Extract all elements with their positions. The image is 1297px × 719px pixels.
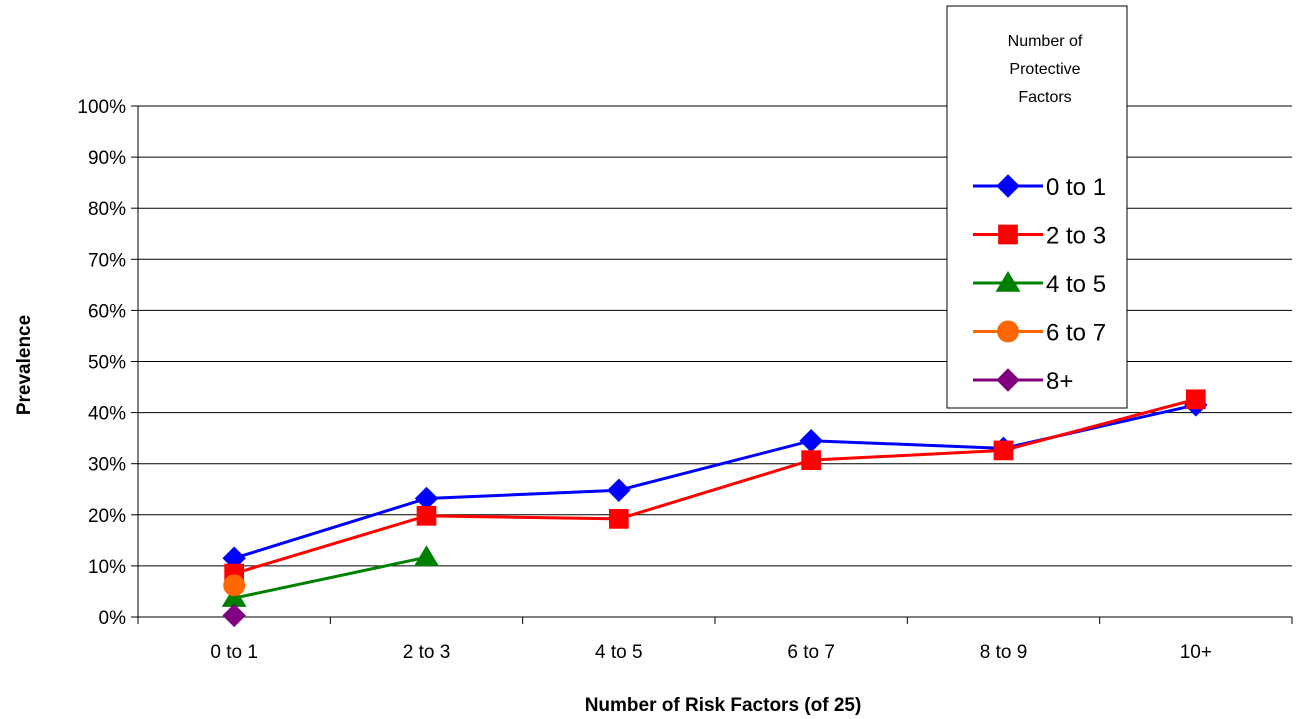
y-tick-label: 90% (88, 148, 126, 169)
legend-swatch-marker (997, 320, 1019, 343)
series-4-to-5 (221, 545, 439, 607)
x-tick-label: 4 to 5 (595, 642, 643, 663)
series-6-to-7 (223, 574, 246, 597)
data-point (416, 505, 437, 526)
data-point (607, 478, 631, 502)
y-axis-title: Prevalence (14, 315, 35, 415)
data-point (223, 574, 246, 597)
y-tick-label: 40% (88, 404, 126, 425)
legend: Number of Protective Factors 0 to 1 2 to 3 4 … (946, 5, 1128, 409)
legend-label: 4 to 5 (1046, 271, 1106, 298)
legend-swatch-marker (995, 271, 1021, 292)
data-point (1185, 389, 1206, 410)
x-tick-label: 8 to 9 (980, 642, 1028, 663)
x-tick-label: 2 to 3 (403, 642, 451, 663)
x-tick-label: 10+ (1180, 642, 1212, 663)
y-tick-label: 60% (88, 301, 126, 322)
data-point (414, 545, 439, 566)
y-tick-label: 20% (88, 506, 126, 527)
data-point (799, 428, 823, 453)
series-line (233, 397, 1197, 576)
legend-label: 0 to 1 (1046, 174, 1106, 201)
axes: 0% 10% 20% 30% 40% 50% 60% 70% 80% 90% 100% 0 to 1 2… (77, 97, 1293, 663)
x-tick-label: 6 to 7 (787, 642, 835, 663)
data-point (222, 603, 246, 628)
legend-swatch-marker (998, 224, 1018, 245)
legend-title-line: Protective (1009, 61, 1080, 78)
data-point (608, 509, 629, 529)
x-tick-label: 0 to 1 (210, 642, 258, 663)
x-axis-title: Number of Risk Factors (of 25) (585, 695, 862, 716)
series-2-to-3 (224, 389, 1206, 584)
y-tick-label: 100% (77, 97, 126, 118)
data-point (993, 440, 1014, 461)
y-tick-label: 10% (88, 557, 126, 578)
legend-swatch-marker (996, 368, 1020, 392)
legend-title-line: Factors (1018, 89, 1071, 106)
data-point (801, 450, 822, 470)
legend-label: 8+ (1046, 368, 1073, 395)
legend-title-line: Number of (1008, 33, 1083, 50)
series-lines (221, 389, 1208, 628)
legend-label: 2 to 3 (1046, 223, 1106, 250)
legend-label: 6 to 7 (1046, 320, 1106, 347)
y-tick-label: 30% (88, 455, 126, 476)
legend-swatch-marker (996, 174, 1020, 198)
legend-box (946, 5, 1128, 409)
y-tick-label: 70% (88, 250, 126, 271)
y-tick-label: 0% (99, 608, 127, 629)
series-line (233, 403, 1197, 560)
series-8- (222, 603, 246, 628)
y-tick-label: 50% (88, 353, 126, 374)
series-line (233, 555, 427, 600)
y-tick-label: 80% (88, 199, 126, 220)
series-0-to-1 (222, 393, 1208, 570)
